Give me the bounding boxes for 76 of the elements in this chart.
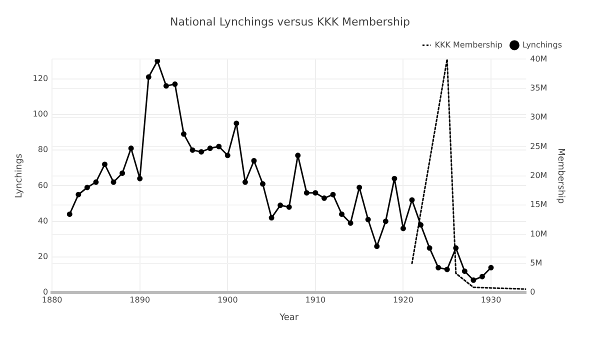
point	[146, 74, 152, 80]
y2-axis-title: Membership	[555, 148, 566, 204]
point	[409, 197, 415, 203]
y2-tick-label: 10M	[530, 229, 548, 238]
point	[304, 190, 310, 196]
chart-title: National Lynchings versus KKK Membership	[170, 15, 410, 28]
point	[365, 216, 371, 222]
x-tick-label: 1920	[393, 295, 414, 304]
point	[321, 195, 327, 201]
point	[382, 218, 388, 224]
point	[374, 244, 380, 250]
point	[224, 152, 230, 158]
point	[181, 131, 186, 137]
point	[278, 202, 284, 208]
point	[128, 146, 134, 152]
point	[348, 220, 354, 226]
point	[120, 170, 126, 176]
y-axis-title: Lynchings	[14, 153, 25, 198]
point	[154, 59, 160, 64]
point	[392, 176, 398, 182]
point	[234, 120, 240, 126]
point	[436, 264, 442, 270]
point	[462, 268, 468, 274]
point	[330, 192, 336, 198]
point	[260, 181, 266, 187]
x-tick-label: 1880	[42, 295, 62, 304]
x-tick-label: 1890	[130, 295, 150, 304]
y2-tick-label: 35M	[530, 83, 548, 92]
y2-tick-label: 25M	[530, 142, 548, 151]
point	[110, 179, 116, 185]
point	[470, 277, 476, 283]
y2-tick-label: 0	[530, 288, 536, 297]
point	[242, 179, 248, 185]
point	[479, 274, 485, 280]
point	[172, 81, 178, 87]
point	[102, 162, 108, 168]
y-tick-label: 80	[38, 145, 48, 154]
point	[286, 204, 292, 210]
y-tick-label: 60	[38, 180, 48, 190]
x-axis-title: Year	[278, 312, 299, 323]
point	[488, 264, 494, 270]
point	[163, 83, 169, 89]
point	[426, 245, 432, 251]
point	[251, 158, 257, 164]
point	[216, 144, 222, 150]
x-tick-label: 1930	[480, 295, 502, 304]
y-tick-label: 120	[32, 74, 48, 83]
legend-label: Lynchings	[522, 40, 562, 50]
point	[339, 211, 345, 217]
y2-tick-label: 20M	[530, 170, 548, 180]
y-tick-label: 0	[42, 288, 48, 297]
point	[356, 184, 362, 190]
y2-tick-label: 15M	[530, 200, 548, 210]
y2-tick-label: 30M	[530, 112, 548, 122]
point	[312, 190, 318, 196]
y2-tick-label: 5M	[530, 258, 542, 268]
legend-label: KKK Membership	[434, 40, 502, 50]
y-tick-label: 100	[32, 110, 48, 119]
point	[66, 211, 72, 217]
point	[418, 222, 424, 228]
point	[76, 192, 82, 198]
point	[400, 226, 406, 232]
point	[190, 147, 196, 153]
y-tick-label: 40	[38, 216, 48, 226]
x-tick-label: 1910	[305, 295, 326, 304]
point	[268, 215, 274, 221]
y2-tick-label: 40M	[530, 54, 548, 64]
point	[198, 149, 204, 155]
point	[444, 266, 450, 272]
y-tick-label: 20	[38, 252, 48, 262]
point	[84, 184, 90, 190]
point	[295, 152, 301, 158]
x-tick-label: 1900	[217, 295, 238, 304]
point	[93, 179, 99, 185]
point	[207, 146, 213, 152]
point	[137, 176, 143, 182]
